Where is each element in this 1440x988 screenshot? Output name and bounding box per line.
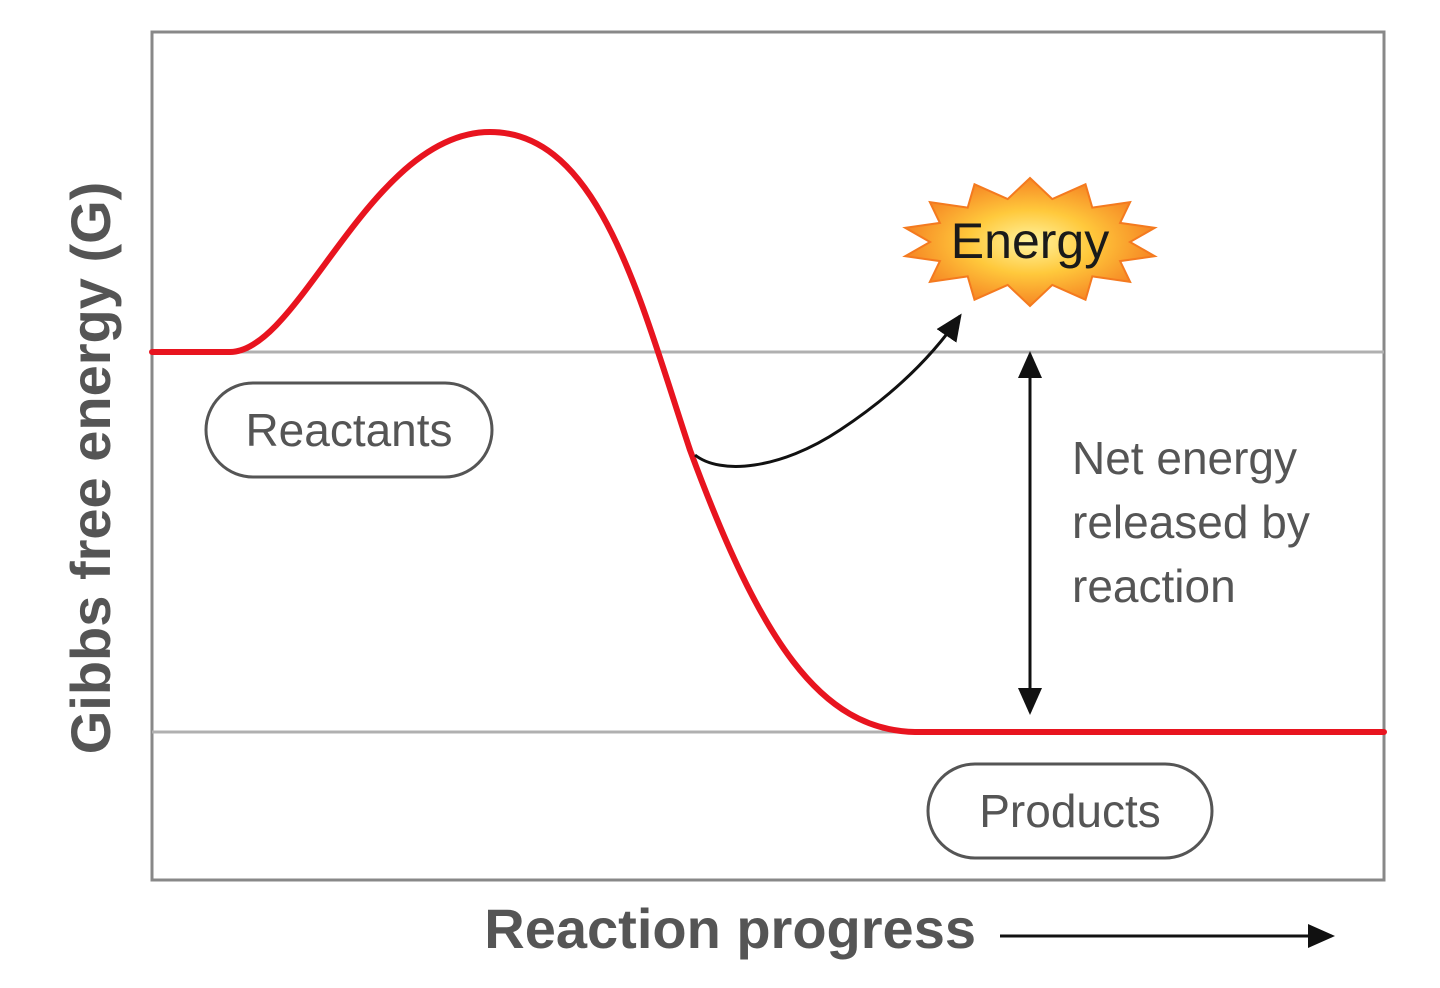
- net-energy-label-line-3: reaction: [1072, 560, 1236, 612]
- energy-burst-icon: [902, 176, 1158, 308]
- reactants-label: Reactants: [245, 404, 452, 456]
- net-energy-label-line-1: Net energy: [1072, 432, 1297, 484]
- reactants-pill: [204, 381, 494, 479]
- x-axis-label: Reaction progress: [484, 897, 976, 960]
- net-energy-label-line-2: released by: [1072, 496, 1310, 548]
- plot-frame: [150, 30, 1386, 882]
- y-axis-label: Gibbs free energy (G): [59, 182, 122, 755]
- energy-curve: [149, 129, 1387, 735]
- products-pill: [926, 762, 1214, 860]
- products-label: Products: [979, 785, 1161, 837]
- energy-label: Energy: [951, 213, 1109, 269]
- energy-release-arrow: [694, 313, 962, 468]
